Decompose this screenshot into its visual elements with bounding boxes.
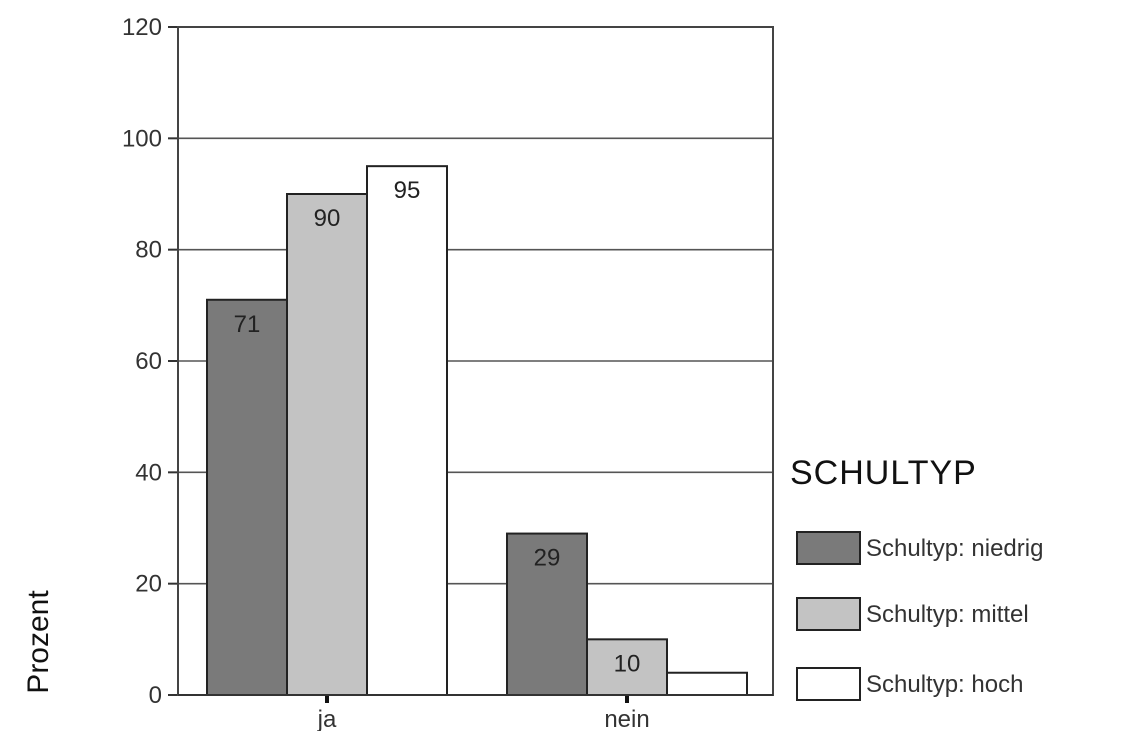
legend-swatch-0: [796, 531, 861, 565]
y-tick-label-0: 0: [149, 682, 162, 709]
data-label-ja-2: 95: [394, 177, 421, 204]
data-label-ja-1: 90: [314, 205, 341, 232]
legend-swatch-1: [796, 597, 861, 631]
category-label-1: nein: [604, 706, 649, 731]
legend-items: Schultyp: niedrig Schultyp: mittel Schulty…: [796, 531, 1043, 701]
data-label-ja-0: 71: [234, 311, 261, 338]
legend-label-1: Schultyp: mittel: [866, 601, 1029, 628]
category-labels: ja nein: [317, 706, 650, 731]
y-tick-label-1: 20: [135, 571, 162, 598]
y-tick-label-4: 80: [135, 237, 162, 264]
y-tick-label-3: 60: [135, 348, 162, 375]
axes: [168, 26, 774, 703]
legend-title: SCHULTYP: [790, 454, 977, 492]
y-tick-label-2: 40: [135, 459, 162, 486]
legend-label-0: Schultyp: niedrig: [866, 535, 1043, 562]
data-labels: 71 90 95 29 10: [234, 177, 641, 677]
y-tick-label-6: 120: [122, 14, 162, 41]
bar-nein-1: [586, 638, 668, 696]
y-tick-label-5: 100: [122, 125, 162, 152]
y-axis-label: Prozent: [22, 590, 55, 694]
y-tick-labels: 0 20 40 60 80 100 120: [122, 14, 162, 709]
bar-ja-2: [366, 165, 448, 696]
bar-ja-1: [286, 193, 368, 696]
category-label-0: ja: [317, 706, 337, 731]
bar-ja-0: [206, 298, 288, 696]
legend: SCHULTYP Schultyp: niedrig Schultyp: mitt…: [790, 454, 1043, 701]
legend-swatch-2: [796, 667, 861, 701]
data-label-nein-1: 10: [614, 650, 641, 677]
legend-label-2: Schultyp: hoch: [866, 671, 1023, 698]
bars: [206, 165, 748, 697]
data-label-nein-0: 29: [534, 545, 561, 572]
bar-nein-2: [666, 671, 748, 697]
